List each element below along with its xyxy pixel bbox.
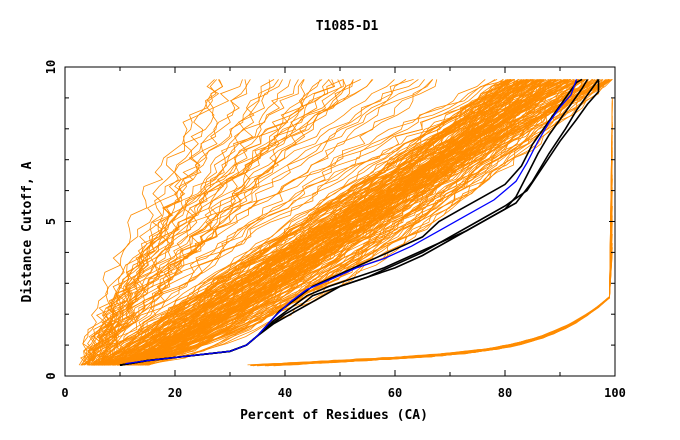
model-curve-16 (86, 79, 438, 366)
model-curve-214 (109, 79, 604, 366)
model-curve-175 (142, 79, 555, 366)
model-curve-93 (117, 79, 581, 366)
highlighted-curves (119, 78, 600, 366)
model-curve-211 (102, 79, 519, 366)
x-tick-labels: 0 20 40 60 80 100 (61, 386, 625, 400)
model-curve-33 (100, 79, 243, 366)
model-curve-39 (78, 79, 283, 366)
model-curve-40 (88, 79, 374, 366)
series-line-4 (125, 79, 578, 365)
model-curve-205 (129, 79, 557, 366)
model-curve-6 (100, 79, 419, 366)
x-tick-label-2: 40 (278, 386, 292, 400)
model-curve-19 (80, 79, 414, 366)
model-curve-14 (98, 79, 271, 366)
model-curve-41 (83, 79, 354, 366)
model-curve-244 (274, 243, 613, 366)
model-curve-177 (119, 79, 594, 366)
model-curve-206 (131, 79, 570, 366)
y-tick-label-2: 10 (44, 60, 58, 74)
model-curve-197 (101, 79, 607, 366)
model-curve-166 (96, 79, 567, 366)
model-curve-9 (102, 79, 342, 366)
model-curve-43 (86, 79, 498, 366)
model-curve-210 (140, 79, 510, 366)
model-curve-15 (88, 79, 373, 366)
model-curve-119 (124, 79, 515, 366)
model-curve-231 (256, 219, 613, 367)
model-curve-207 (124, 79, 514, 366)
model-curve-24 (92, 79, 217, 366)
model-curve-188 (114, 79, 509, 366)
model-curve-218 (269, 247, 613, 366)
model-curve-44 (84, 79, 496, 366)
x-tick-label-0: 0 (61, 386, 68, 400)
model-curve-181 (100, 79, 536, 366)
model-curve-153 (116, 79, 602, 366)
model-curve-213 (134, 79, 524, 366)
model-curve-204 (129, 79, 552, 366)
model-curve-170 (100, 79, 512, 366)
model-curves (78, 79, 613, 367)
x-tick-label-5: 100 (604, 386, 626, 400)
model-curve-23 (107, 79, 321, 366)
model-curve-26 (95, 79, 530, 366)
y-tick-labels: 0 5 10 (44, 60, 58, 380)
model-curve-5 (80, 79, 344, 366)
model-curve-29 (84, 79, 434, 366)
y-axis-label: Distance Cutoff, A (20, 161, 35, 302)
model-curve-200 (114, 79, 579, 366)
x-tick-label-4: 80 (498, 386, 512, 400)
x-tick-label-1: 20 (168, 386, 182, 400)
x-tick-label-3: 60 (388, 386, 402, 400)
model-curve-179 (94, 79, 567, 366)
model-curve-4 (82, 79, 224, 366)
model-curve-36 (83, 79, 395, 366)
model-curve-154 (135, 79, 582, 366)
model-curve-42 (83, 79, 251, 366)
model-curve-212 (129, 79, 528, 366)
model-curve-208 (127, 79, 553, 366)
model-curve-25 (85, 79, 336, 366)
model-curve-38 (111, 79, 220, 366)
y-tick-label-1: 5 (44, 218, 58, 225)
x-axis-label: Percent of Residues (CA) (240, 408, 428, 423)
chart-title: T1085-D1 (316, 19, 379, 34)
model-curve-30 (81, 79, 305, 366)
model-curve-37 (97, 79, 433, 366)
model-curve-32 (89, 79, 344, 366)
y-tick-label-0: 0 (44, 372, 58, 379)
model-curve-10 (93, 79, 354, 366)
model-curve-172 (116, 79, 594, 366)
model-curve-34 (98, 79, 335, 366)
axis-ticks (64, 66, 616, 377)
model-curve-20 (87, 79, 511, 366)
